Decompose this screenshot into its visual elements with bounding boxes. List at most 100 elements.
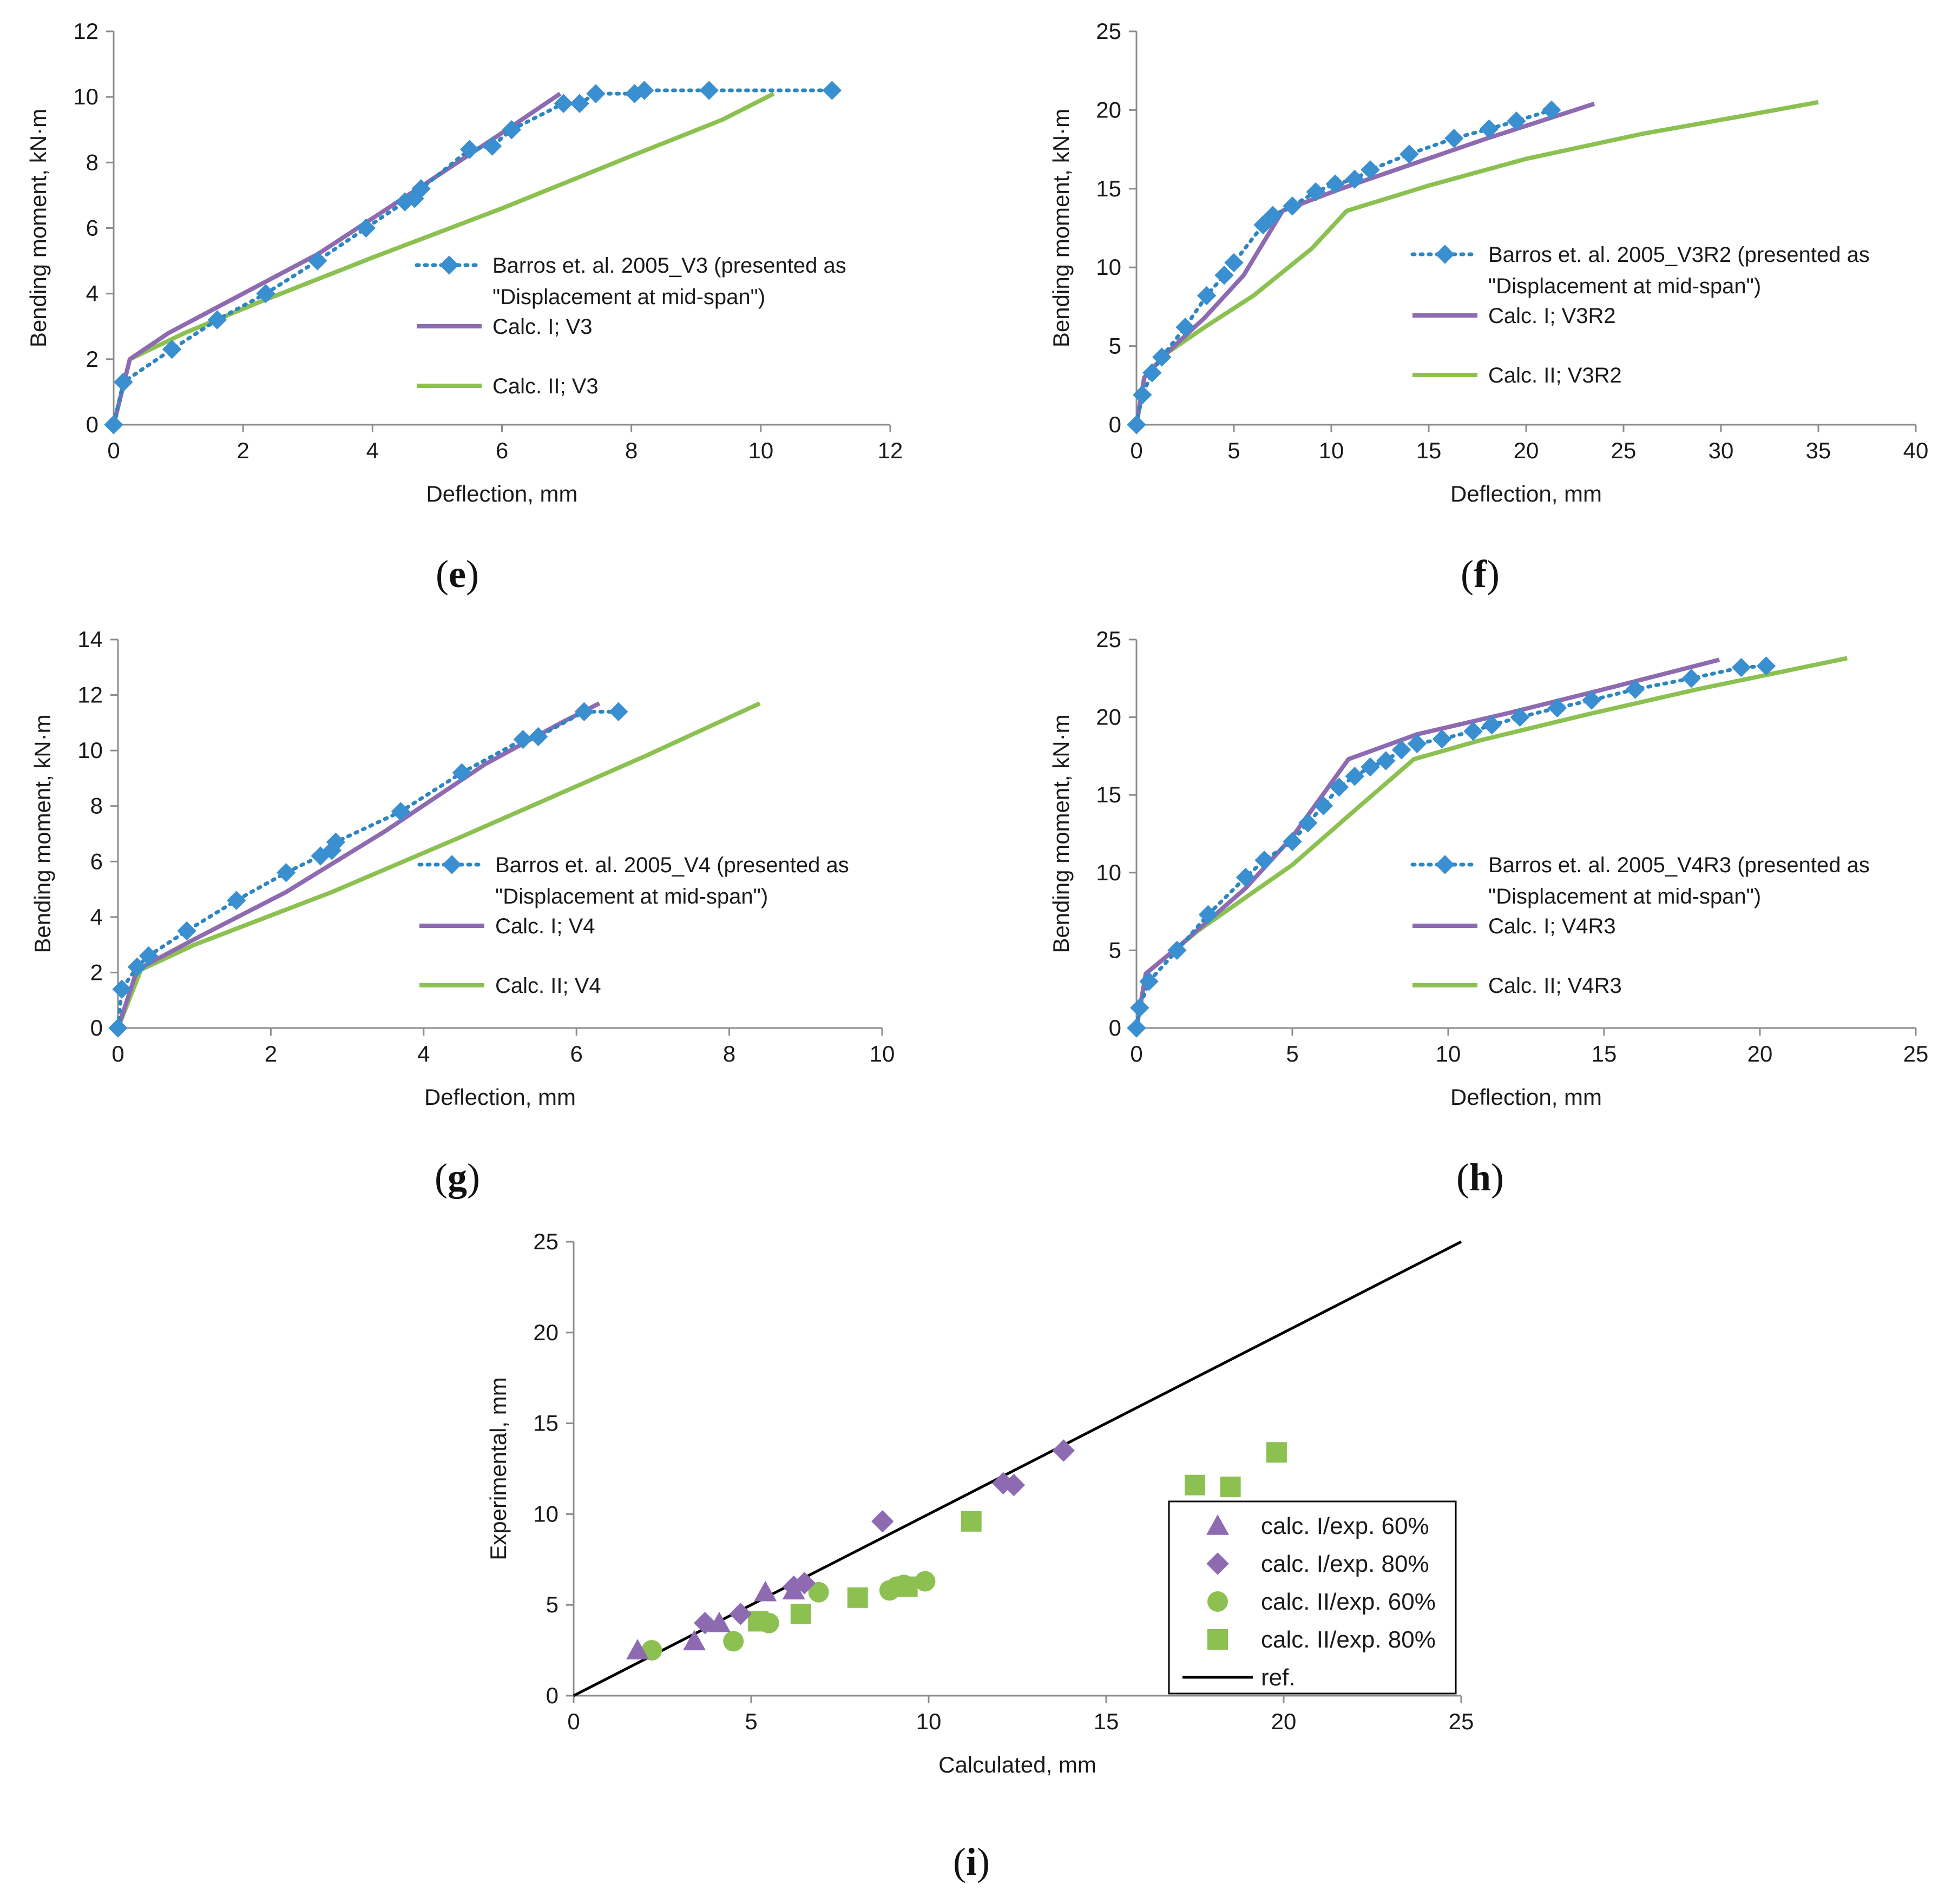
y-tick-label: 4 (86, 281, 98, 306)
data-point-experimental (554, 94, 573, 113)
data-point-experimental (1681, 669, 1701, 688)
data-point-experimental (256, 284, 275, 304)
x-tick-label: 0 (1130, 438, 1142, 463)
data-point-triangle (754, 1580, 777, 1602)
x-tick-label: 10 (1319, 438, 1344, 463)
data-point-experimental (1283, 832, 1302, 852)
y-tick-label: 12 (77, 682, 103, 708)
y-tick-label: 25 (1096, 627, 1121, 652)
legend-marker-diamond (1206, 1552, 1229, 1575)
y-tick-label: 12 (73, 18, 98, 44)
data-point-experimental (1482, 715, 1502, 735)
legend-label: "Displacement at mid-span") (1488, 885, 1761, 908)
data-point-experimental (356, 218, 376, 238)
data-point-experimental (1152, 347, 1172, 367)
data-point-experimental (1142, 363, 1162, 383)
legend-marker-triangle (1206, 1514, 1229, 1535)
data-point-experimental (112, 979, 132, 999)
data-point-experimental (1432, 729, 1452, 749)
y-axis-title: Experimental, mm (485, 1377, 511, 1560)
data-point-experimental (528, 727, 548, 747)
data-point-experimental (1167, 940, 1187, 960)
chart-g: 0 2 4 6 8 10 12 14 0 2 4 6 8 10 Deflection, mm Bending … (30, 627, 895, 1199)
y-tick-label: 15 (1096, 176, 1121, 201)
legend-label: ref. (1261, 1664, 1296, 1691)
data-point-diamond (793, 1572, 816, 1595)
data-point-experimental (1361, 757, 1380, 777)
x-tick-label: 10 (916, 1709, 942, 1734)
legend-label: Calc. I; V4 (495, 914, 595, 938)
data-point-experimental (1325, 174, 1345, 194)
panel-label-close: ) (466, 552, 479, 596)
y-tick-label: 10 (77, 737, 103, 763)
data-point-experimental (1444, 129, 1464, 148)
data-point-experimental (482, 136, 502, 156)
legend: Barros et. al. 2005_V4 (presented as "Dis… (417, 853, 849, 998)
x-tick-label: 35 (1806, 438, 1831, 463)
data-point-experimental (1463, 721, 1483, 741)
data-point-circle (758, 1612, 779, 1633)
x-axis-title: Calculated, mm (938, 1752, 1096, 1777)
panel-label-close: ) (977, 1840, 990, 1883)
x-tick-label: 30 (1709, 438, 1734, 463)
data-point-triangle (626, 1639, 649, 1659)
y-tick-label: 6 (90, 848, 103, 874)
data-point-experimental (1510, 707, 1530, 727)
data-point-experimental (1399, 144, 1419, 164)
y-tick-label: 25 (533, 1229, 558, 1254)
data-point-experimental (1127, 1018, 1146, 1038)
chart-i: 0 5 10 15 20 25 0 5 10 15 20 25 Calculated, mm Experi… (485, 1229, 1474, 1883)
panel-label-letter: e (449, 552, 466, 596)
x-axis-title: Deflection, mm (1450, 481, 1602, 506)
y-tick-label: 8 (86, 149, 98, 175)
data-point-experimental (1130, 998, 1149, 1018)
x-tick-label: 15 (1592, 1041, 1617, 1066)
legend-marker-square (1207, 1629, 1228, 1650)
data-point-experimental (1139, 972, 1159, 991)
x-tick-label: 10 (870, 1041, 895, 1066)
data-point-diamond (729, 1603, 752, 1625)
x-axis-title: Deflection, mm (426, 481, 577, 506)
data-point-experimental (1254, 851, 1274, 870)
data-point-experimental (570, 94, 589, 113)
data-point-experimental (1479, 119, 1499, 139)
legend-label: Barros et. al. 2005_V4 (presented as (495, 853, 849, 877)
panel-label-close: ) (1487, 552, 1500, 596)
legend-label: Calc. II; V3 (492, 374, 599, 398)
x-axis-title: Deflection, mm (424, 1084, 576, 1110)
y-tick-label: 0 (1109, 412, 1121, 437)
data-point-circle (893, 1574, 915, 1596)
data-point-square (1185, 1474, 1205, 1495)
legend: calc. I/exp. 60% calc. I/exp. 80% calc. II… (1168, 1500, 1457, 1695)
x-tick-label: 6 (570, 1041, 583, 1066)
x-tick-label: 25 (1611, 438, 1637, 463)
panel-label: (g) (435, 1156, 480, 1199)
y-tick-label: 0 (90, 1015, 103, 1040)
x-tick-label: 15 (1416, 438, 1442, 463)
x-tick-label: 12 (878, 438, 903, 463)
y-tick-label: 14 (77, 627, 103, 652)
x-tick-label: 20 (1514, 438, 1539, 463)
data-point-experimental (162, 339, 182, 359)
data-point-experimental (699, 81, 719, 100)
y-tick-label: 10 (73, 84, 98, 109)
panel-label-letter: i (966, 1840, 977, 1883)
data-point-experimental (1253, 215, 1273, 235)
data-point-experimental (1376, 751, 1396, 770)
legend-label: calc. II/exp. 60% (1261, 1589, 1436, 1615)
data-point-experimental (207, 310, 227, 330)
panel-label: (e) (436, 552, 479, 596)
legend-label: Barros et. al. 2005_V4R3 (presented as (1488, 853, 1870, 877)
legend: Barros et. al. 2005_V3 (presented as "Dis… (415, 254, 846, 398)
data-point-experimental (104, 415, 123, 434)
x-tick-label: 0 (567, 1709, 580, 1734)
data-point-experimental (127, 957, 147, 977)
legend-label: "Displacement at mid-span") (495, 885, 768, 908)
x-tick-label: 5 (745, 1709, 757, 1734)
panel-label: (h) (1456, 1156, 1504, 1199)
x-tick-label: 2 (265, 1041, 277, 1066)
data-point-experimental (1127, 415, 1146, 434)
panel-label-open: ( (1461, 552, 1474, 596)
x-tick-label: 25 (1449, 1709, 1474, 1734)
data-point-experimental (1731, 657, 1751, 677)
